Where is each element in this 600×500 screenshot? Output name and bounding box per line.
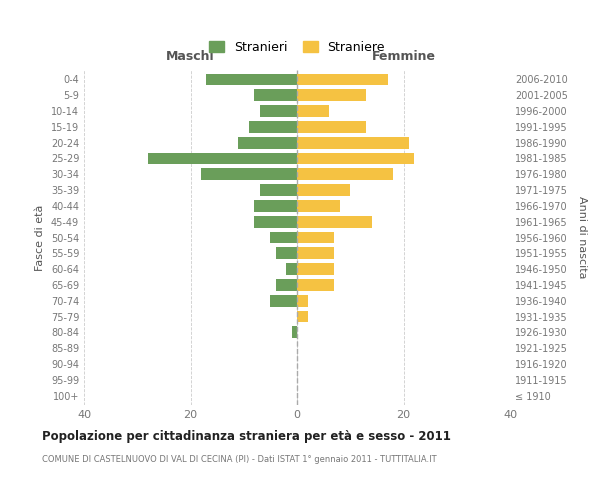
Y-axis label: Fasce di età: Fasce di età	[35, 204, 45, 270]
Bar	[148, 152, 297, 164]
Bar	[260, 105, 297, 117]
Bar	[254, 200, 297, 212]
Bar	[297, 90, 366, 101]
Bar	[297, 248, 334, 259]
Bar	[297, 216, 371, 228]
Bar	[297, 279, 334, 291]
Bar	[297, 105, 329, 117]
Bar	[254, 90, 297, 101]
Bar	[260, 184, 297, 196]
Bar	[297, 295, 308, 306]
Bar	[297, 152, 414, 164]
Bar	[254, 216, 297, 228]
Text: Popolazione per cittadinanza straniera per età e sesso - 2011: Popolazione per cittadinanza straniera p…	[42, 430, 451, 443]
Bar	[276, 248, 297, 259]
Bar	[201, 168, 297, 180]
Bar	[271, 232, 297, 243]
Bar	[206, 74, 297, 86]
Bar	[276, 279, 297, 291]
Bar	[297, 168, 393, 180]
Bar	[249, 121, 297, 133]
Bar	[297, 263, 334, 275]
Bar	[292, 326, 297, 338]
Bar	[297, 232, 334, 243]
Bar	[297, 137, 409, 148]
Text: COMUNE DI CASTELNUOVO DI VAL DI CECINA (PI) - Dati ISTAT 1° gennaio 2011 - TUTTI: COMUNE DI CASTELNUOVO DI VAL DI CECINA (…	[42, 455, 437, 464]
Legend: Stranieri, Straniere: Stranieri, Straniere	[204, 36, 390, 59]
Bar	[297, 200, 340, 212]
Bar	[297, 74, 388, 86]
Bar	[271, 295, 297, 306]
Text: Maschi: Maschi	[166, 50, 215, 64]
Bar	[297, 184, 350, 196]
Bar	[297, 310, 308, 322]
Bar	[286, 263, 297, 275]
Bar	[238, 137, 297, 148]
Bar	[297, 121, 366, 133]
Y-axis label: Anni di nascita: Anni di nascita	[577, 196, 587, 279]
Text: Femmine: Femmine	[371, 50, 436, 64]
